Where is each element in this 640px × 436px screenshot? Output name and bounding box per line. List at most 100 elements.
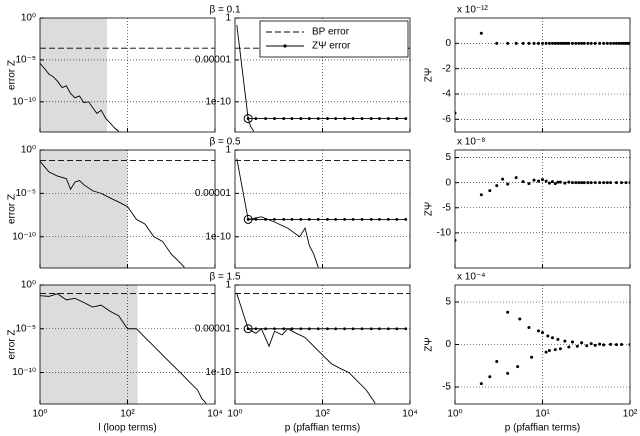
data-area [40,292,215,404]
x-axis-label: p (pfaffian terms) [285,423,360,434]
axes-frame [39,17,216,133]
marker [395,327,399,331]
point [620,343,624,346]
plot: 10⁰ 10² 10⁴ 1 0.00001 1e-10 p (pfaffian terms) [195,280,418,434]
point [614,41,618,45]
marker [351,218,355,221]
marker [326,218,329,221]
marker [254,327,258,331]
y-tick-label: 10⁻⁵ [15,55,36,66]
point [593,41,597,45]
marker [334,218,338,221]
axes-frame [39,284,216,405]
point [521,41,525,45]
point [602,343,606,347]
x-axis-label: p (pfaffian terms) [505,423,580,434]
row-title: β = 1.5 [209,272,240,283]
point [609,342,613,346]
plot: 1 0.00001 1e-10 [195,145,411,269]
marker [290,117,294,120]
point [580,341,584,345]
y-tick-label: 0 [445,339,451,350]
curve [40,161,185,268]
shaded-region [40,285,138,404]
plot: 10⁰ 10⁻⁵ 10⁻¹⁰ β = 0.1 error Z [7,5,241,133]
x-tick-label: 10² [120,409,135,420]
point [580,41,584,45]
x-tick-label: 10² [315,409,330,420]
plot: 1 0.00001 1e-10 BP error ZΨ error [195,13,411,133]
marker [378,117,381,120]
point [544,41,548,45]
marker [326,117,329,120]
first-marker [243,214,253,224]
point [620,41,624,45]
y-tick-label: -5 [442,202,451,213]
point [547,41,551,45]
point [532,41,536,45]
y-tick-label: -10 [437,227,452,238]
marker [299,117,303,120]
point [516,365,520,369]
legend-label: BP error [312,27,350,38]
y-tick-label: 1 [225,280,231,291]
y-tick-label: 1e-10 [205,231,231,242]
point [527,41,531,45]
x-tick-label: 10¹ [535,409,550,420]
data-area [455,176,630,242]
marker [386,117,390,120]
point [617,41,621,45]
point [558,41,562,45]
marker [395,117,399,120]
x-tick-label: 10⁴ [207,409,222,420]
marker [307,327,311,331]
axes-frame [39,149,216,269]
point [561,41,565,45]
point [575,344,579,348]
point [521,180,525,184]
data-area [455,31,630,115]
marker [369,218,373,221]
y-axis-label: error Z [7,60,18,90]
point [506,182,510,186]
y-tick-label: 0.00001 [195,188,232,199]
marker [282,218,286,221]
marker [326,327,329,331]
point [514,41,518,45]
axes-frame [234,284,411,405]
marker [254,218,258,221]
point [544,179,548,183]
point [598,181,602,185]
x-axis-label: l (loop terms) [98,423,156,434]
x-tick-label: 10⁰ [227,409,242,420]
point [570,41,574,45]
axes-frame [454,284,631,405]
x-tick-label: 10⁰ [32,409,47,420]
point [479,382,483,386]
point [514,176,518,180]
point [585,344,589,348]
point [556,180,560,184]
point [589,342,593,346]
y-tick-label: -6 [442,114,451,125]
y-tick-label: 10⁰ [21,280,36,291]
plot: 10⁰ 10¹ 10² 5 0 -5 p (pfaffian terms) ZΨ x 10⁻⁴ [424,272,638,434]
point [488,375,492,379]
point [527,326,531,329]
marker [369,117,373,120]
curve [40,62,120,132]
point [602,41,606,45]
point [605,41,609,45]
x-tick-label: 10² [623,409,638,420]
axes-frame [454,17,631,133]
marker [404,117,408,120]
point [558,180,562,184]
point [479,31,483,35]
point [488,189,492,193]
point [589,41,593,45]
point [574,181,578,185]
point [479,193,483,197]
marker [316,327,320,331]
marker [360,117,364,120]
